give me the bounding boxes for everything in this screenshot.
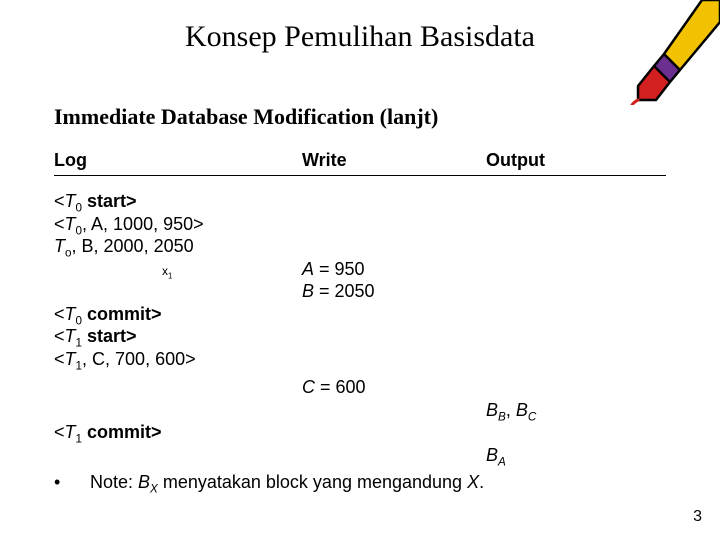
log-cell: <T0 start> (54, 190, 302, 213)
text: = 950 (314, 259, 365, 279)
text: C (302, 377, 315, 397)
text: T (65, 326, 76, 346)
table-row: <T0, A, 1000, 950> (54, 213, 666, 236)
page-title: Konsep Pemulihan Basisdata (0, 20, 720, 54)
text: < (54, 422, 65, 442)
text: T (65, 191, 76, 211)
text: start> (82, 326, 137, 346)
text: < (54, 214, 65, 234)
text: A (498, 455, 506, 468)
text: B (486, 445, 498, 465)
table-row: C = 600 (54, 376, 666, 399)
table-row: BA (54, 444, 666, 467)
table-header-row: Log Write Output (54, 150, 666, 171)
text: A (302, 259, 314, 279)
text: T (65, 349, 76, 369)
text: < (54, 349, 65, 369)
note-text: Note: BX menyatakan block yang mengandun… (90, 472, 666, 493)
text: T (65, 214, 76, 234)
text: < (54, 326, 65, 346)
text: , A, 1000, 950> (82, 214, 204, 234)
note-bullet: • (54, 472, 90, 493)
header-log: Log (54, 150, 302, 171)
table-row: <T0 commit> (54, 303, 666, 326)
text: commit> (82, 304, 162, 324)
table-row: x1 A = 950 (54, 258, 666, 281)
text: B (516, 400, 528, 420)
header-write: Write (302, 150, 486, 171)
output-cell: BB, BC (486, 399, 666, 422)
text: = 600 (315, 377, 366, 397)
log-cell: To, B, 2000, 2050 (54, 235, 302, 258)
text: B (486, 400, 498, 420)
text: , (506, 400, 516, 420)
text: T (54, 236, 65, 256)
table-row: B = 2050 (54, 280, 666, 303)
table-row: <T1, C, 700, 600> (54, 348, 666, 371)
log-cell: <T0, A, 1000, 950> (54, 213, 302, 236)
table-row: BB, BC (54, 399, 666, 422)
text: X (467, 472, 479, 492)
header-output: Output (486, 150, 666, 171)
section-subtitle: Immediate Database Modification (lanjt) (54, 104, 438, 130)
log-cell: <T1, C, 700, 600> (54, 348, 302, 371)
text: T (65, 422, 76, 442)
text: , B, 2000, 2050 (72, 236, 194, 256)
log-cell: x1 (54, 258, 302, 281)
text: X (150, 483, 158, 496)
text: , C, 700, 600> (82, 349, 196, 369)
header-rule (54, 175, 666, 176)
text: . (479, 472, 484, 492)
table-row: To, B, 2000, 2050 (54, 235, 666, 258)
text: < (54, 304, 65, 324)
log-cell: <T1 commit> (54, 421, 302, 444)
text: B (302, 281, 314, 301)
text: T (65, 304, 76, 324)
output-cell: BA (486, 444, 666, 467)
text: 1 (168, 271, 172, 280)
text: = 2050 (314, 281, 375, 301)
text: < (54, 191, 65, 211)
table-row: <T0 start> (54, 190, 666, 213)
log-cell: <T1 start> (54, 325, 302, 348)
note-row: • Note: BX menyatakan block yang mengand… (54, 472, 666, 493)
write-cell: B = 2050 (302, 280, 486, 303)
text: commit> (82, 422, 162, 442)
text: menyatakan block yang mengandung (158, 472, 467, 492)
content-table: Log Write Output <T0 start> <T0, A, 1000… (54, 150, 666, 493)
write-cell: A = 950 (302, 258, 486, 281)
write-cell: C = 600 (302, 376, 486, 399)
page-number: 3 (693, 508, 702, 526)
text: B (138, 472, 150, 492)
text: Note: (90, 472, 138, 492)
text: start> (82, 191, 137, 211)
table-row: <T1 start> (54, 325, 666, 348)
table-row: <T1 commit> (54, 421, 666, 444)
log-cell: <T0 commit> (54, 303, 302, 326)
